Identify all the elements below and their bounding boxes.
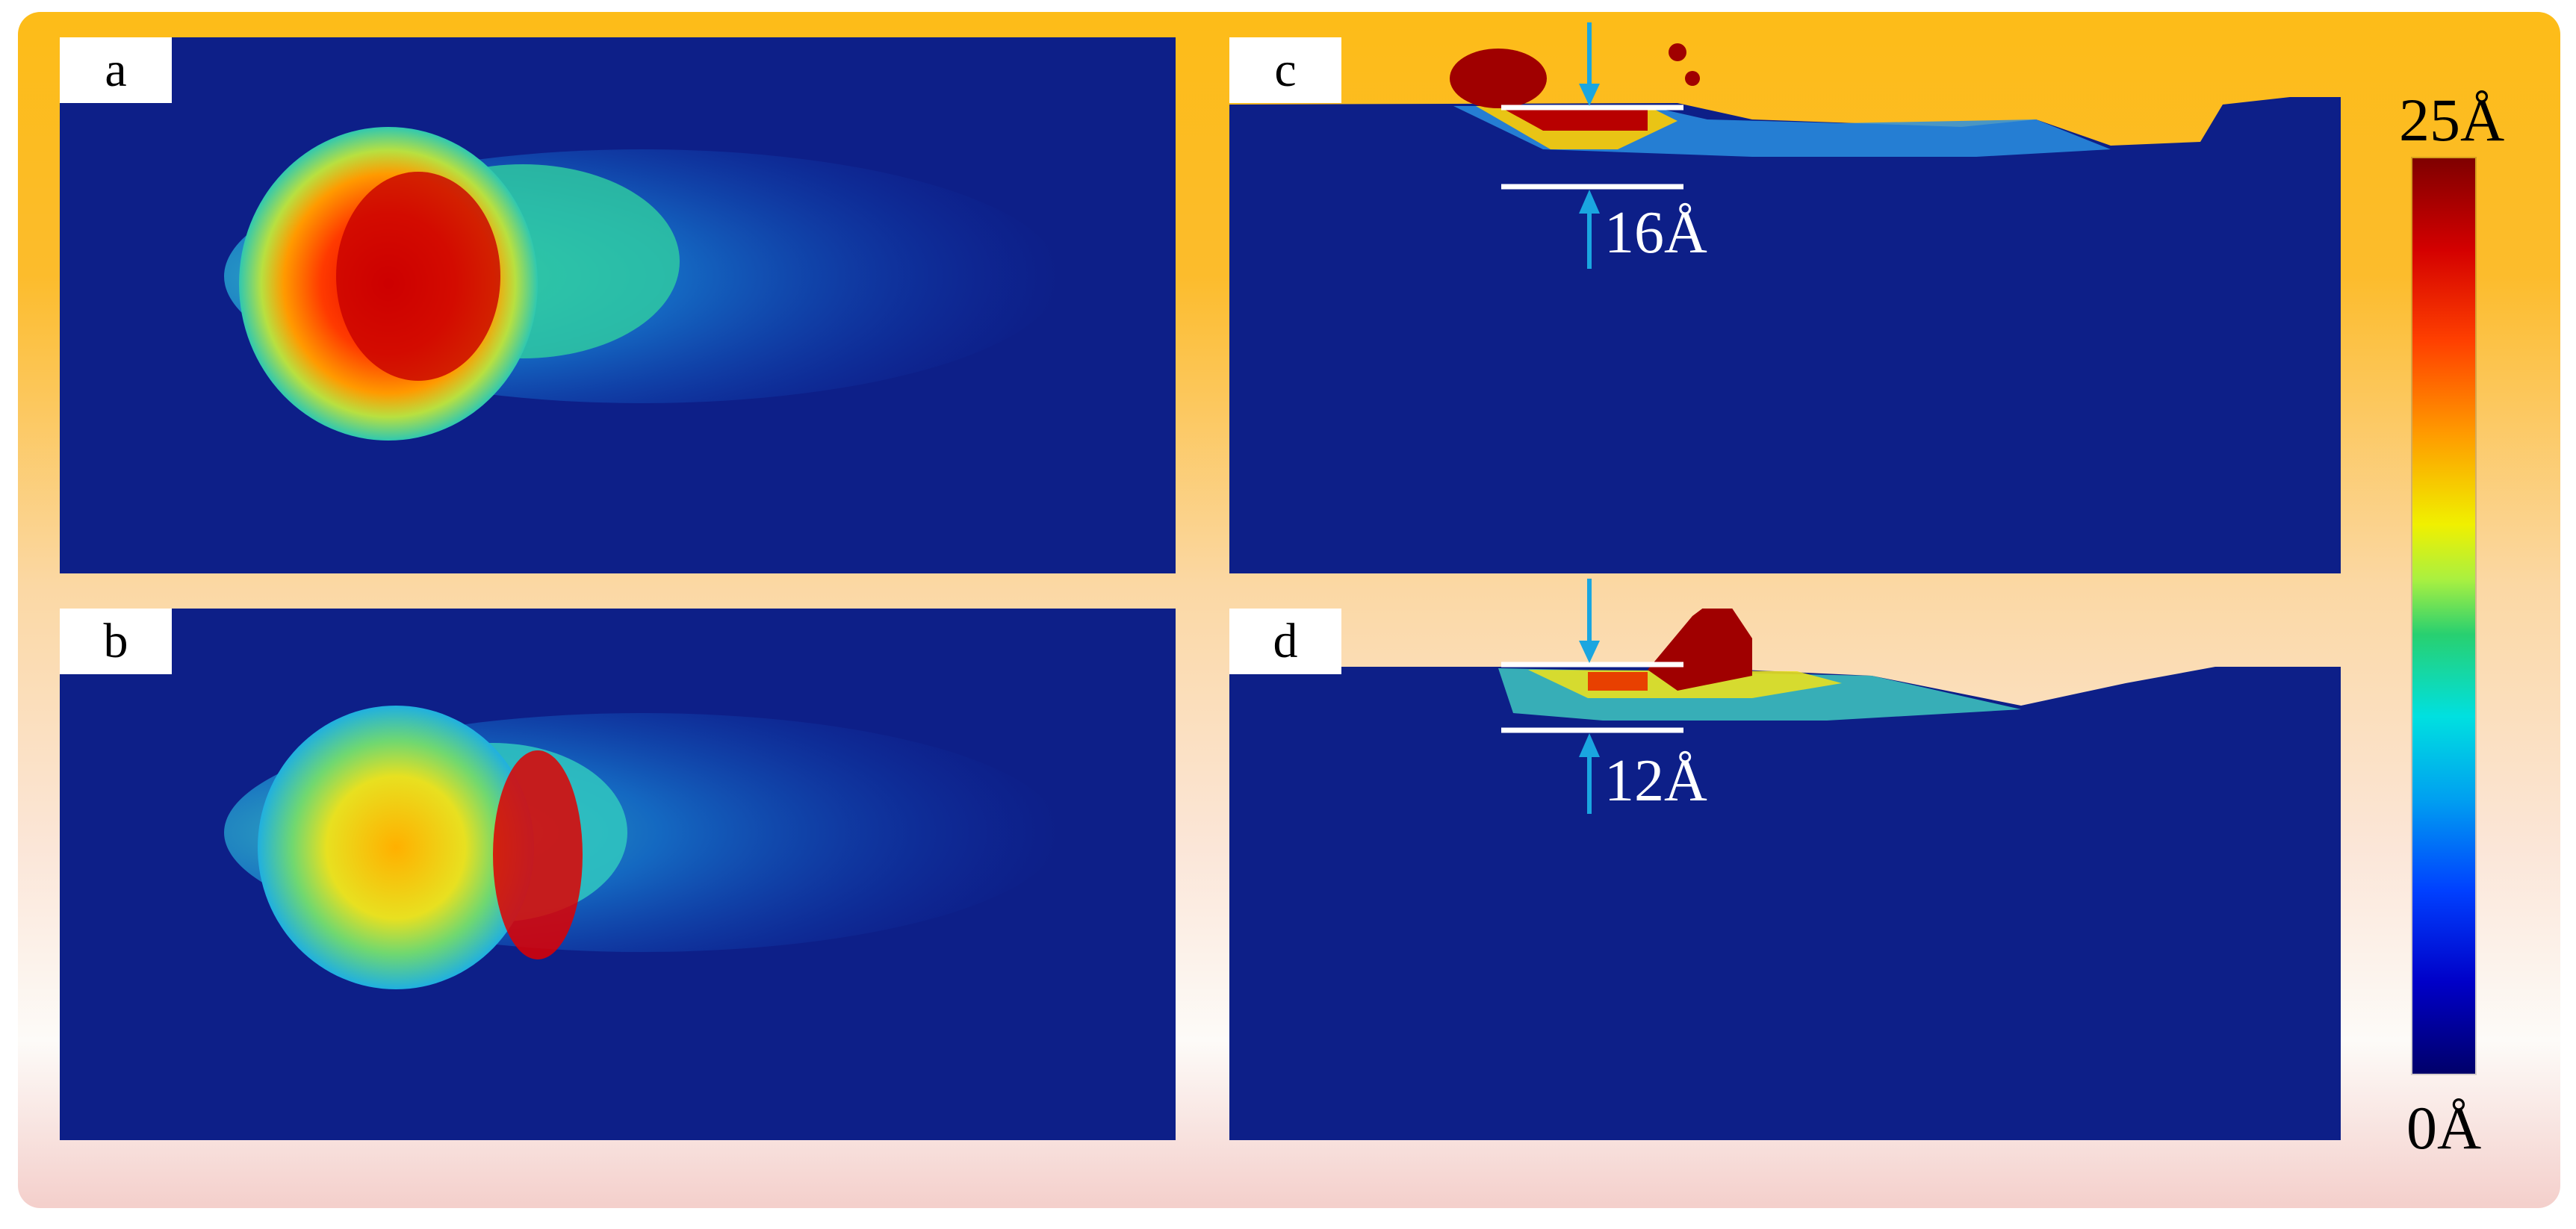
panel-d-render xyxy=(1229,609,2341,1140)
panel-label-d: d xyxy=(1229,609,1341,674)
panel-c-render xyxy=(1229,43,2341,573)
panel-c: c xyxy=(1229,37,2341,573)
panel-label-c: c xyxy=(1229,37,1341,103)
depth-label-d: 12Å xyxy=(1604,748,1707,814)
panel-label-a: a xyxy=(60,37,172,103)
colorbar-max-label: 25Å xyxy=(2399,86,2505,154)
colorbar xyxy=(2412,158,2475,1074)
depth-label-c: 16Å xyxy=(1604,200,1707,266)
panel-label-b: b xyxy=(60,609,172,674)
crater-core xyxy=(258,706,534,989)
colorbar-min-label: 0Å xyxy=(2406,1094,2482,1162)
panel-b: b xyxy=(60,609,1176,1140)
panel-a-render xyxy=(224,127,1061,441)
panel-b-render xyxy=(224,706,1061,989)
ejected-pile xyxy=(1498,106,1648,131)
ejecta-cluster xyxy=(1450,49,1547,108)
panel-d: d xyxy=(1229,609,2341,1140)
ejecta-cluster xyxy=(1648,609,1752,691)
panel-a: a xyxy=(60,37,1176,573)
